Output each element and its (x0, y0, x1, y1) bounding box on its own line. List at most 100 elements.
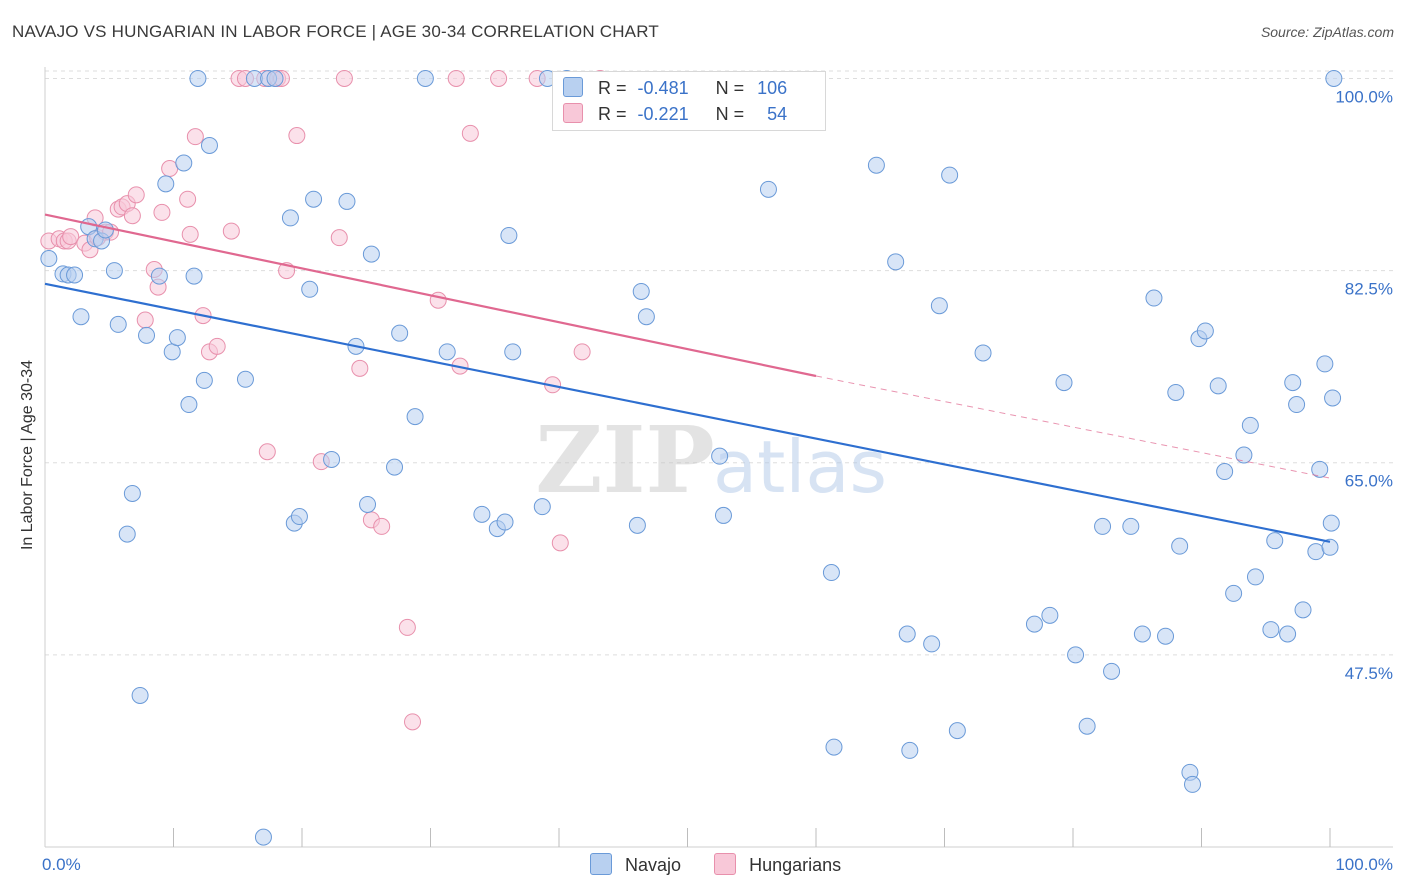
hungarian-point (127, 186, 145, 204)
navajo-point (290, 508, 308, 526)
navajo-point (254, 828, 272, 846)
navajo-point (1103, 662, 1121, 680)
navajo-point (72, 308, 90, 326)
navajo-point (1041, 606, 1059, 624)
navajo-point (1122, 517, 1140, 535)
chart-title: NAVAJO VS HUNGARIAN IN LABOR FORCE | AGE… (12, 22, 659, 41)
hungarian-point (404, 713, 422, 731)
navajo-point (1225, 584, 1243, 602)
navajo-point (948, 722, 966, 740)
navajo-point (500, 226, 518, 244)
navajo-point (338, 192, 356, 210)
navajo-point (1279, 625, 1297, 643)
navajo-point (941, 166, 959, 184)
hungarian-point (461, 124, 479, 142)
navajo-point (628, 516, 646, 534)
navajo-point (266, 69, 284, 87)
navajo-legend-swatch (590, 853, 612, 875)
navajo-point (711, 447, 729, 465)
navajo-r-value: -0.481 (637, 78, 689, 98)
navajo-point (40, 250, 58, 268)
y-tick-label: 82.5% (1345, 280, 1393, 299)
navajo-point (1145, 289, 1163, 307)
navajo-point (157, 175, 175, 193)
source-label: Source: ZipAtlas.com (1260, 24, 1394, 40)
navajo-point (1025, 615, 1043, 633)
watermark-zip: ZIP (535, 406, 714, 514)
navajo-point (109, 315, 127, 333)
hungarian-point (123, 207, 141, 225)
navajo-r-label: R = (598, 78, 627, 98)
navajo-point (180, 396, 198, 414)
navajo-point (1171, 537, 1189, 555)
navajo-point (1325, 69, 1343, 87)
navajo-point (1157, 627, 1175, 645)
hungarian-point (288, 127, 306, 145)
navajo-point (887, 253, 905, 271)
series-legend: Navajo Hungarians (590, 853, 869, 876)
navajo-point (245, 69, 263, 87)
navajo-point (898, 625, 916, 643)
hungarian-point (136, 311, 154, 329)
hungarian-point (179, 190, 197, 208)
navajo-point (138, 326, 156, 344)
hungarian-point (398, 618, 416, 636)
legend-item-hungarians[interactable]: Hungarians (714, 853, 841, 876)
hungarian-legend-label: Hungarians (749, 855, 842, 875)
navajo-point (632, 282, 650, 300)
navajo-point (637, 308, 655, 326)
navajo-point (1266, 532, 1284, 550)
stats-legend: R = -0.481 N = 106 R = -0.221 N = 54 (552, 71, 826, 131)
navajo-point (974, 344, 992, 362)
legend-item-navajo[interactable]: Navajo (590, 853, 681, 876)
navajo-point (195, 371, 213, 389)
navajo-point (391, 324, 409, 342)
navajo-point (1307, 543, 1325, 561)
hungarian-r-label: R = (598, 104, 627, 124)
navajo-point (867, 156, 885, 174)
navajo-point (504, 343, 522, 361)
hungarian-point (573, 343, 591, 361)
navajo-point (473, 505, 491, 523)
navajo-point (533, 498, 551, 516)
navajo-point (66, 266, 84, 284)
hungarian-point (335, 69, 353, 87)
hungarian-point (222, 222, 240, 240)
navajo-point (1216, 463, 1234, 481)
navajo-point (714, 506, 732, 524)
navajo-legend-label: Navajo (625, 855, 682, 875)
tick-labels: 100.0% 82.5% 65.0% 47.5% 0.0% 100.0% (42, 87, 1393, 874)
trend-lines (44, 213, 1331, 543)
navajo-point (406, 408, 424, 426)
navajo-point (1311, 460, 1329, 478)
watermark: ZIP atlas (535, 406, 887, 514)
hungarian-legend-swatch (714, 853, 737, 875)
navajo-point (305, 190, 323, 208)
navajo-point (1209, 377, 1227, 395)
navajo-point (1167, 383, 1185, 401)
navajo-point (236, 370, 254, 388)
navajo-point (1078, 717, 1096, 735)
navajo-point (1321, 538, 1339, 556)
navajo-point (175, 154, 193, 172)
navajo-point (301, 280, 319, 298)
hungarian-point (490, 69, 508, 87)
watermark-atlas: atlas (713, 425, 887, 509)
hungarian-point (186, 128, 204, 146)
navajo-point (1262, 621, 1280, 639)
navajo-point (150, 267, 168, 285)
navajo-point (185, 267, 203, 285)
navajo-point (930, 297, 948, 315)
hungarian-point (153, 203, 171, 221)
navajo-point (1241, 416, 1259, 434)
navajo-point (96, 221, 114, 239)
hungarian-n-value: 54 (767, 104, 788, 124)
hungarian-point (551, 534, 569, 552)
navajo-point (1133, 625, 1151, 643)
navajo-point (189, 69, 207, 87)
hungarian-n-label: N = (715, 104, 745, 124)
hungarian-point (330, 229, 348, 247)
navajo-point (1094, 517, 1112, 535)
navajo-point (131, 686, 149, 704)
